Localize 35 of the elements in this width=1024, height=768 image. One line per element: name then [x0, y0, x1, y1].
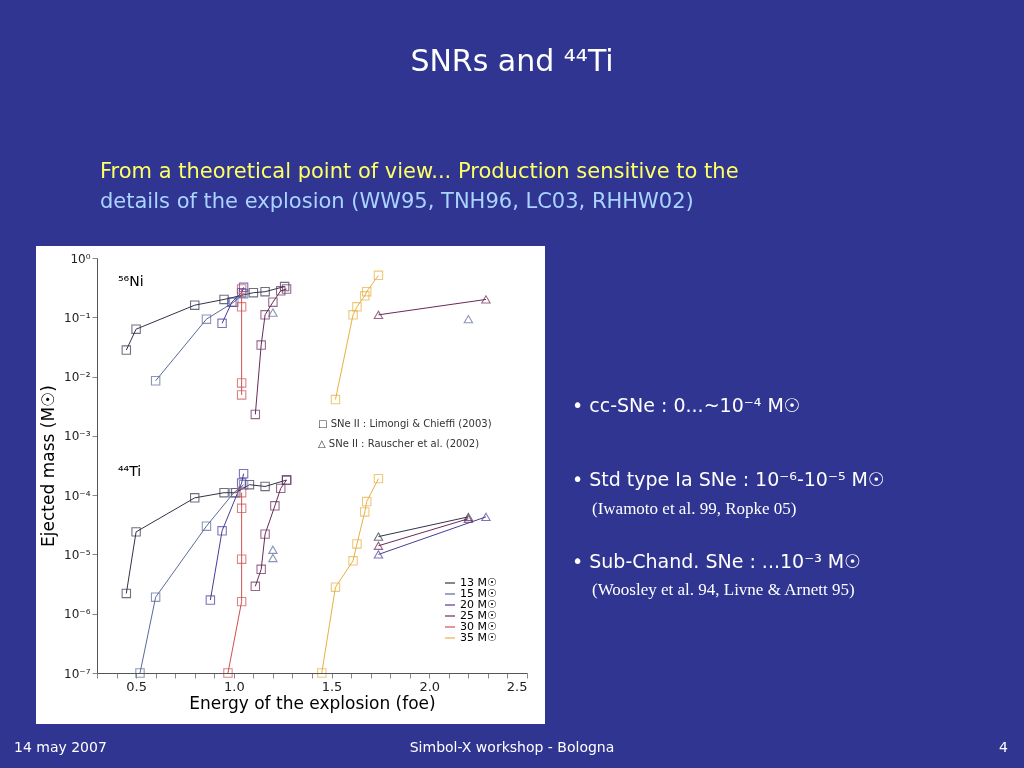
text: • Std type Ia SNe : 10⁻⁶-10⁻⁵ M☉	[572, 468, 886, 490]
chart-title: SNRs and ⁴⁴Ti	[410, 43, 614, 78]
x-tick-label: 2.0	[419, 678, 441, 694]
y-tick-label: 10⁻⁴	[64, 488, 91, 503]
y-axis-title: Ejected mass (M☉)	[38, 385, 59, 547]
legend-label: 30 M☉	[460, 620, 497, 633]
text: • Sub-Chand. SNe : ...10⁻³ M☉	[572, 550, 862, 572]
x-tick-label: 2.5	[506, 678, 528, 694]
x-tick-label: 0.5	[126, 678, 147, 694]
text: (Iwamoto et al. 99, Ropke 05)	[592, 499, 797, 518]
x-tick-label: 1.5	[321, 678, 343, 694]
legend-label: 35 M☉	[460, 631, 497, 644]
legend-label: 20 M☉	[460, 598, 497, 611]
text: (Woosley et al. 94, Livne & Arnett 95)	[592, 580, 855, 599]
y-tick-label: 10⁻⁵	[64, 547, 91, 562]
y-tick-label: 10⁻³	[64, 429, 91, 444]
y-tick-label: 10⁰	[70, 251, 91, 266]
annotation: □ SNe II : Limongi & Chieffi (2003)	[318, 418, 492, 429]
annotation: △ SNe II : Rauscher et al. (2002)	[318, 438, 480, 449]
annotation: ⁴⁴Ti	[118, 463, 142, 479]
chart-subtitle: From a theoretical point of view... Production sensitive to the details of the explosion (WW95, TNH96, LC03, RHHW02)	[100, 159, 739, 213]
y-tick-label: 10⁻⁷	[64, 666, 91, 681]
text: Simbol-X workshop - Bologna	[409, 739, 615, 755]
text: 14 may 2007	[14, 739, 107, 755]
text: • cc-SNe : 0...~10⁻⁴ M☉	[572, 394, 801, 416]
legend-label: 25 M☉	[460, 609, 497, 622]
y-tick-label: 10⁻⁶	[64, 607, 91, 622]
legend-label: 15 M☉	[460, 587, 497, 600]
y-tick-label: 10⁻¹	[64, 310, 91, 325]
annotation: ⁵⁶Ni	[118, 273, 144, 289]
x-tick-label: 1.0	[223, 678, 245, 694]
text: 4	[999, 739, 1009, 755]
x-axis-title: Energy of the explosion (foe)	[189, 692, 436, 713]
y-tick-label: 10⁻²	[64, 370, 91, 385]
legend-label: 13 M☉	[460, 576, 497, 589]
